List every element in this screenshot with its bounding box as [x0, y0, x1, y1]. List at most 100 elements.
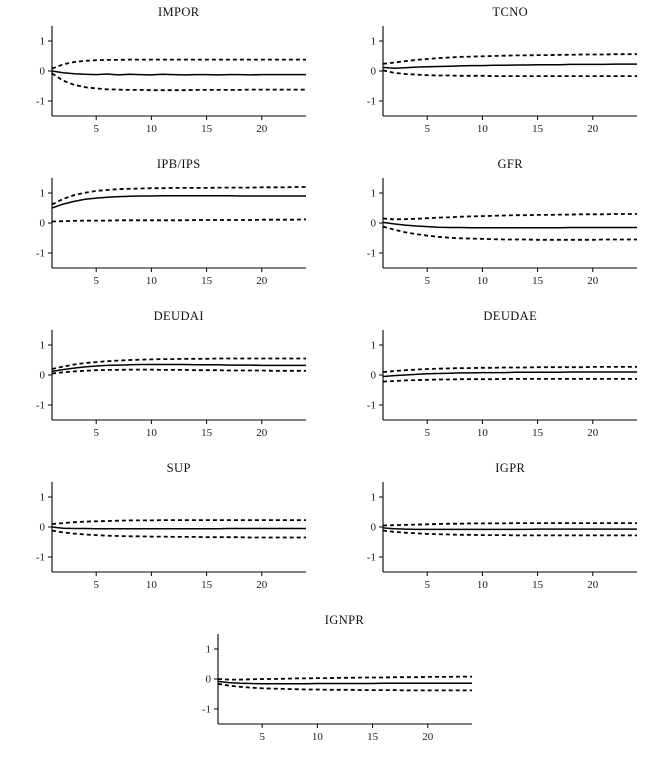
- svg-text:-1: -1: [367, 248, 376, 260]
- chart-panel-sup: SUP -1 0 1 5 10 15 20: [16, 458, 316, 598]
- svg-text:20: 20: [256, 427, 268, 439]
- svg-text:20: 20: [588, 427, 600, 439]
- chart-panel-ignpr: IGNPR -1 0 1 5 10 15 20: [182, 610, 482, 750]
- chart-panel-impor: IMPOR -1 0 1 5 10 15 20: [16, 2, 316, 142]
- chart-title: DEUDAI: [153, 309, 204, 323]
- svg-text:20: 20: [588, 579, 600, 591]
- chart-canvas: -1 0 1 5 10 15 20: [16, 20, 316, 142]
- svg-text:15: 15: [532, 427, 544, 439]
- chart-panel-igpr: IGPR -1 0 1 5 10 15 20: [347, 458, 647, 598]
- svg-text:-1: -1: [367, 400, 376, 412]
- svg-text:5: 5: [93, 579, 99, 591]
- svg-text:15: 15: [367, 731, 379, 743]
- svg-text:10: 10: [477, 579, 489, 591]
- svg-text:10: 10: [477, 275, 489, 287]
- svg-text:1: 1: [39, 36, 45, 48]
- svg-text:1: 1: [371, 188, 377, 200]
- chart-panel-gfr: GFR -1 0 1 5 10 15 20: [347, 154, 647, 294]
- svg-text:5: 5: [259, 731, 265, 743]
- chart-title: SUP: [166, 461, 191, 475]
- svg-text:20: 20: [256, 579, 268, 591]
- irf-figure: IMPOR -1 0 1 5 10 15 20 TCNO -1 0 1 5 10 15 20 IPB/I…: [0, 2, 663, 750]
- svg-text:0: 0: [371, 370, 377, 382]
- chart-canvas: -1 0 1 5 10 15 20: [16, 324, 316, 446]
- svg-text:1: 1: [371, 340, 377, 352]
- svg-text:-1: -1: [36, 248, 45, 260]
- svg-text:1: 1: [205, 644, 211, 656]
- svg-text:15: 15: [532, 275, 544, 287]
- chart-canvas: -1 0 1 5 10 15 20: [347, 20, 647, 142]
- svg-text:5: 5: [425, 427, 431, 439]
- chart-canvas: -1 0 1 5 10 15 20: [16, 476, 316, 598]
- svg-text:0: 0: [39, 66, 45, 78]
- svg-text:10: 10: [477, 123, 489, 135]
- svg-text:0: 0: [205, 674, 211, 686]
- svg-text:5: 5: [93, 427, 99, 439]
- svg-text:20: 20: [256, 275, 268, 287]
- svg-text:-1: -1: [36, 552, 45, 564]
- svg-text:0: 0: [371, 218, 377, 230]
- svg-text:15: 15: [532, 579, 544, 591]
- svg-text:15: 15: [532, 123, 544, 135]
- chart-title: DEUDAE: [483, 309, 538, 323]
- chart-canvas: -1 0 1 5 10 15 20: [347, 324, 647, 446]
- svg-text:20: 20: [256, 123, 268, 135]
- chart-title: IMPOR: [157, 5, 200, 19]
- svg-text:5: 5: [93, 275, 99, 287]
- chart-panel-deudai: DEUDAI -1 0 1 5 10 15 20: [16, 306, 316, 446]
- svg-text:1: 1: [39, 188, 45, 200]
- chart-panel-deudae: DEUDAE -1 0 1 5 10 15 20: [347, 306, 647, 446]
- chart-canvas: -1 0 1 5 10 15 20: [16, 172, 316, 294]
- chart-canvas: -1 0 1 5 10 15 20: [347, 172, 647, 294]
- svg-text:10: 10: [146, 579, 158, 591]
- svg-text:0: 0: [371, 66, 377, 78]
- svg-text:-1: -1: [367, 552, 376, 564]
- svg-text:5: 5: [425, 275, 431, 287]
- chart-title: IGNPR: [324, 613, 365, 627]
- svg-text:5: 5: [93, 123, 99, 135]
- svg-text:1: 1: [371, 492, 377, 504]
- svg-text:10: 10: [477, 427, 489, 439]
- chart-canvas: -1 0 1 5 10 15 20: [182, 628, 482, 750]
- svg-text:5: 5: [425, 123, 431, 135]
- svg-text:15: 15: [201, 123, 213, 135]
- svg-text:15: 15: [201, 427, 213, 439]
- svg-text:0: 0: [39, 522, 45, 534]
- svg-text:10: 10: [146, 427, 158, 439]
- svg-text:10: 10: [311, 731, 323, 743]
- svg-text:0: 0: [371, 522, 377, 534]
- svg-text:-1: -1: [201, 704, 210, 716]
- chart-title: IGPR: [495, 461, 526, 475]
- chart-panel-ipb-ips: IPB/IPS -1 0 1 5 10 15 20: [16, 154, 316, 294]
- chart-title: TCNO: [492, 5, 529, 19]
- svg-text:20: 20: [588, 123, 600, 135]
- charts-grid: IMPOR -1 0 1 5 10 15 20 TCNO -1 0 1 5 10 15 20 IPB/I…: [0, 2, 663, 750]
- svg-text:-1: -1: [36, 400, 45, 412]
- svg-text:1: 1: [371, 36, 377, 48]
- svg-text:10: 10: [146, 275, 158, 287]
- svg-text:15: 15: [201, 275, 213, 287]
- svg-text:20: 20: [588, 275, 600, 287]
- chart-title: GFR: [497, 157, 524, 171]
- svg-text:0: 0: [39, 218, 45, 230]
- svg-text:0: 0: [39, 370, 45, 382]
- svg-text:-1: -1: [36, 96, 45, 108]
- svg-text:10: 10: [146, 123, 158, 135]
- chart-title: IPB/IPS: [156, 157, 201, 171]
- svg-text:1: 1: [39, 340, 45, 352]
- svg-text:15: 15: [201, 579, 213, 591]
- svg-text:5: 5: [425, 579, 431, 591]
- chart-panel-tcno: TCNO -1 0 1 5 10 15 20: [347, 2, 647, 142]
- svg-text:1: 1: [39, 492, 45, 504]
- svg-text:20: 20: [422, 731, 434, 743]
- svg-text:-1: -1: [367, 96, 376, 108]
